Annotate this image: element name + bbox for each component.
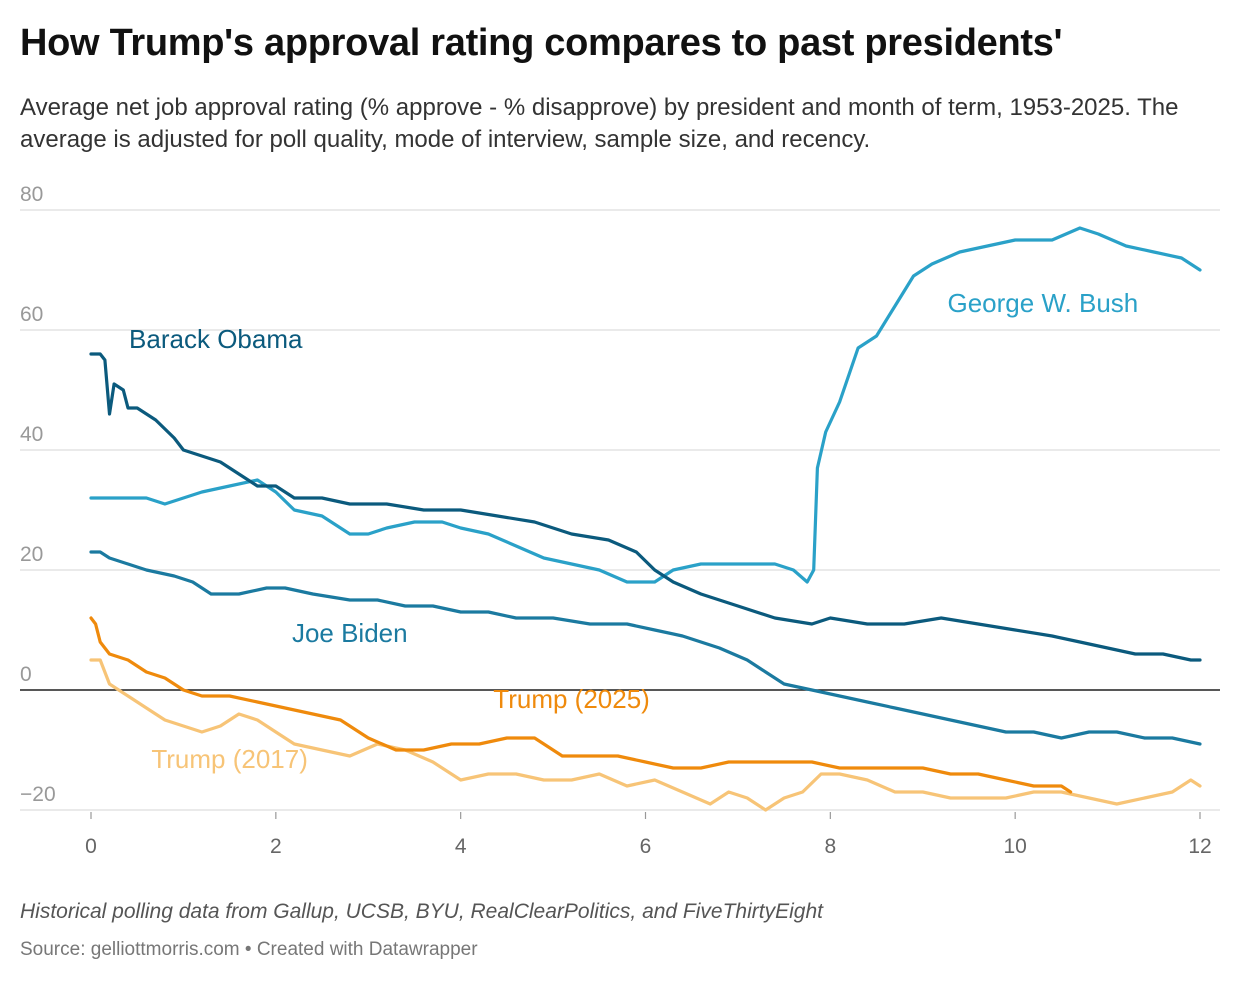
series-line-barack-obama	[89, 352, 1202, 662]
y-tick-label: 80	[20, 183, 43, 206]
series-line-joe-biden	[89, 550, 1202, 746]
chart-title: How Trump's approval rating compares to …	[20, 22, 1063, 64]
chart-subtitle: Average net job approval rating (% appro…	[20, 94, 1179, 153]
x-tick-label: 12	[1188, 835, 1211, 858]
y-axis-ticks: −20 0 20 40 60 80	[20, 183, 56, 806]
series-line-trump-2017	[89, 658, 1202, 812]
label-trump-2017: Trump (2017)	[151, 744, 308, 774]
series-line-george-w-bush	[89, 226, 1202, 584]
x-tick-label: 8	[824, 835, 836, 858]
x-axis-ticks: 0 2 4 6 8 10 12	[85, 812, 1212, 858]
label-barack-obama: Barack Obama	[129, 324, 303, 354]
label-george-w-bush: George W. Bush	[948, 288, 1139, 318]
y-tick-label: 20	[20, 543, 43, 566]
label-trump-2025: Trump (2025)	[493, 684, 650, 714]
chart-notes: Historical polling data from Gallup, UCS…	[20, 900, 823, 923]
label-joe-biden: Joe Biden	[292, 618, 408, 648]
series-labels: George W. Bush Barack Obama Joe Biden Trump…	[129, 288, 1138, 774]
y-tick-label: 40	[20, 423, 43, 446]
y-tick-label: −20	[20, 783, 56, 806]
x-tick-label: 0	[85, 835, 97, 858]
x-tick-label: 2	[270, 835, 282, 858]
series-lines	[89, 226, 1202, 812]
grid-lines	[20, 209, 1220, 811]
x-tick-label: 4	[455, 835, 467, 858]
series-line-trump-2025	[89, 616, 1073, 794]
y-tick-label: 0	[20, 663, 32, 686]
x-tick-label: 6	[640, 835, 652, 858]
chart-source: Source: gelliottmorris.com • Created wit…	[20, 939, 478, 960]
x-tick-label: 10	[1003, 835, 1026, 858]
y-tick-label: 60	[20, 303, 43, 326]
